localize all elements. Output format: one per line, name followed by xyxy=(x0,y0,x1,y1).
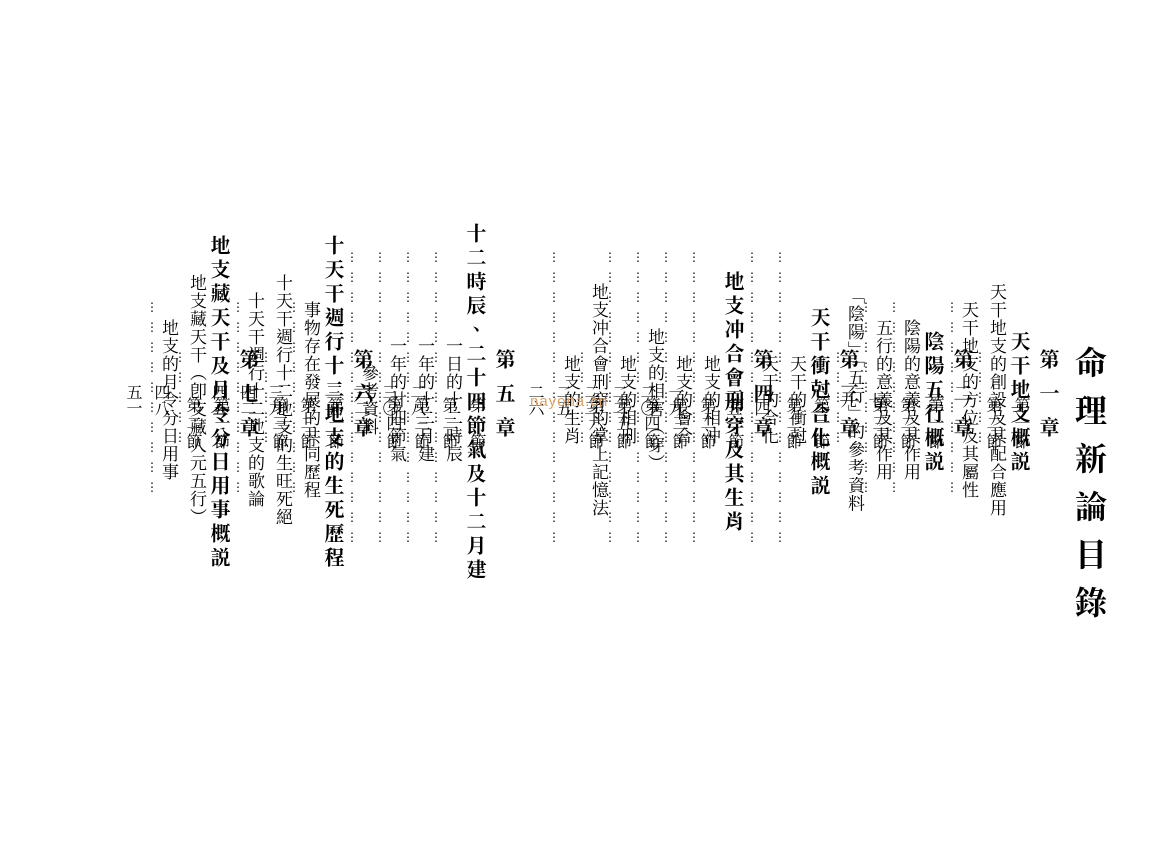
section-col: 第一節一日的十二時辰二八 xyxy=(462,30,490,770)
chapter-col: 第六章十天干週行十二地支的生死歷程 xyxy=(348,30,378,770)
section-col: 第一節地支藏天干︵卽支藏人元五行︶四八 xyxy=(206,30,234,770)
book-title: 命理新論目錄 xyxy=(1064,30,1114,860)
chapter-label: 第七章 xyxy=(235,339,264,451)
section-label: 第二節 xyxy=(983,337,1006,451)
section-label: 第二節 xyxy=(897,337,920,451)
section-label: 第一節 xyxy=(467,337,490,451)
chapter-label: 第三章 xyxy=(835,339,864,451)
chapter-col: 第七章地支藏天干及月令分日用事概説 xyxy=(234,30,264,770)
section-label: 第三節 xyxy=(269,337,292,451)
section-label: 第三節 xyxy=(411,337,434,451)
section-col: 第二節地支的會合二〇 xyxy=(692,30,720,770)
chapter-label: 第五章 xyxy=(491,339,520,451)
section-label: 第二節 xyxy=(697,337,720,451)
page-number: 五一 xyxy=(123,384,146,416)
section-col: 第一節天干地支的創設及其配合應用一 xyxy=(1006,30,1034,770)
section-col: 第三節「陰陽」「五行」的參考資料一二 xyxy=(864,30,892,770)
section-col: 第二節天干地支的方位及其屬性三 xyxy=(978,30,1006,770)
section-col: 第一節天干的衝尅一四 xyxy=(806,30,834,770)
chapter-col: 第三章天干衝尅合化概説 xyxy=(834,30,864,770)
section-label: 第三節 xyxy=(669,337,692,451)
section-col: 第二節地支的月令分日用事五一 xyxy=(178,30,206,770)
chapter-col: 第一章天干地支概説 xyxy=(1034,30,1064,770)
section-label: 第三節 xyxy=(869,337,892,451)
section-label: 第五節 xyxy=(613,337,636,451)
section-col: 第二節天干的合化一五 xyxy=(778,30,806,770)
chapter-col: 第二章陰陽五行概説 xyxy=(948,30,978,770)
section-label: 第四節 xyxy=(383,337,406,451)
chapter-col: 第四章地支冲合會刑穿及其生肖 xyxy=(748,30,778,770)
section-col: 第五節地支冲合會刑穿的掌上記憶法二五 xyxy=(608,30,636,770)
chapter-label: 第二章 xyxy=(949,339,978,451)
section-label: 第一節 xyxy=(1011,337,1034,451)
section-col: 第二節十天干週行十二地支的生旺死絕四二 xyxy=(292,30,320,770)
section-label: 第一節 xyxy=(211,337,234,451)
chapter-label: 第一章 xyxy=(1035,339,1064,451)
section-col: 第二節一年的十二月建三〇 xyxy=(434,30,462,770)
section-label: 第二節 xyxy=(297,337,320,451)
chapter-label: 第六章 xyxy=(349,339,378,451)
chapter-col: 第五章十二時辰、二十四節氣及十二月建 xyxy=(490,30,520,770)
section-label: 第二節 xyxy=(439,337,462,451)
section-col: 第三節十天干週行十二地支的歌論四五 xyxy=(264,30,292,770)
watermark: nayona.cn xyxy=(530,393,608,410)
section-label: 第二節 xyxy=(783,337,806,451)
section-col: 第二節五行的意義及其作用九 xyxy=(892,30,920,770)
section-col: 第一節地支的相冲一九 xyxy=(720,30,748,770)
section-label: 第四節 xyxy=(641,337,664,451)
chapter-label: 第四章 xyxy=(749,339,778,451)
section-label: 第一節 xyxy=(925,337,948,451)
section-col: 第四節參考資料三五 xyxy=(378,30,406,770)
section-title: 地支的月令分日用事 xyxy=(158,319,183,481)
section-label: 第一節 xyxy=(725,337,748,451)
section-col: 第三節一年的廿四節氣三二 xyxy=(406,30,434,770)
section-label: 第一節 xyxy=(325,337,348,451)
section-col: 第一節陰陽的意義及其作用七 xyxy=(920,30,948,770)
section-col: 第三節地支的相害︵穿︶二二 xyxy=(664,30,692,770)
section-label: 第二節 xyxy=(183,337,206,451)
section-col: 第一節事物存在發展的共同歷程三九 xyxy=(320,30,348,770)
section-label: 第一節 xyxy=(811,337,834,451)
section-col: 第四節地支的相刑二三 xyxy=(636,30,664,770)
